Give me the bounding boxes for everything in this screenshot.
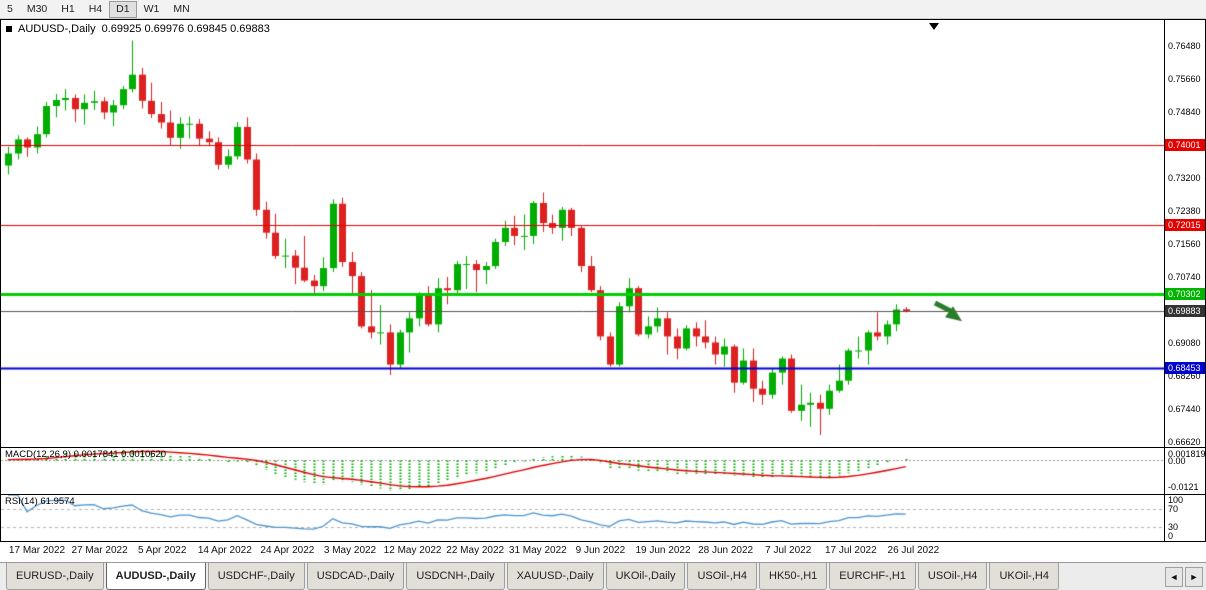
timeframe-button-m30[interactable]: M30	[20, 1, 54, 18]
chart-tab-9[interactable]: EURCHF-,H1	[829, 563, 916, 590]
price-line-label: 0.72015	[1165, 219, 1205, 231]
price-tick: 0.67440	[1168, 404, 1201, 414]
date-label: 5 Apr 2022	[138, 545, 186, 556]
macd-canvas[interactable]	[1, 448, 1164, 494]
chart-tab-0[interactable]: EURUSD-,Daily	[6, 563, 104, 590]
price-tick: 0.75660	[1168, 74, 1201, 84]
rsi-canvas[interactable]	[1, 495, 1164, 541]
chart-tabbar: EURUSD-,DailyAUDUSD-,DailyUSDCHF-,DailyU…	[0, 562, 1206, 590]
date-label: 27 Mar 2022	[72, 545, 128, 556]
chart-tab-11[interactable]: UKOil-,H4	[989, 563, 1059, 590]
date-label: 19 Jun 2022	[635, 545, 690, 556]
date-label: 24 Apr 2022	[260, 545, 314, 556]
price-tick: 0.69080	[1168, 338, 1201, 348]
date-axis[interactable]: 17 Mar 2022 27 Mar 2022 5 Apr 2022 14 Apr 2…	[0, 542, 1206, 562]
tabbar-nav: ◄►	[1162, 563, 1206, 590]
chart-title: AUDUSD-,Daily 0.69925 0.69976 0.69845 0.…	[6, 23, 270, 35]
rsi-panel: RSI(14) 61.9574 10070300	[1, 495, 1205, 541]
chart-tab-5[interactable]: XAUUSD-,Daily	[507, 563, 604, 590]
price-tick: 0.74840	[1168, 107, 1201, 117]
chart-tab-4[interactable]: USDCNH-,Daily	[406, 563, 504, 590]
mt4-window: 5M30H1H4D1W1MN AUDUSD-,Daily 0.69925 0.6…	[0, 0, 1206, 590]
timeframe-button-d1[interactable]: D1	[109, 1, 136, 18]
chart-title-ohlc: 0.69925 0.69976 0.69845 0.69883	[102, 23, 270, 35]
main-chart-panel: AUDUSD-,Daily 0.69925 0.69976 0.69845 0.…	[1, 20, 1205, 448]
price-line-label: 0.69883	[1165, 305, 1205, 317]
macd-tick: -0.0121	[1168, 482, 1199, 492]
tabs-scroll-right-icon[interactable]: ►	[1185, 567, 1203, 587]
timeframe-button-5[interactable]: 5	[0, 1, 20, 18]
chart-shift-marker-icon[interactable]	[929, 23, 939, 30]
timeframe-button-h1[interactable]: H1	[54, 1, 81, 18]
timeframe-button-w1[interactable]: W1	[137, 1, 167, 18]
main-chart-canvas[interactable]	[1, 20, 1164, 447]
date-label: 28 Jun 2022	[698, 545, 753, 556]
price-tick: 0.71560	[1168, 239, 1201, 249]
macd-title: MACD(12,26,9) 0.0017841 0.0010620	[5, 449, 166, 460]
rsi-title: RSI(14) 61.9574	[5, 496, 75, 507]
macd-tick: 0.00	[1168, 456, 1186, 466]
date-label: 14 Apr 2022	[198, 545, 252, 556]
price-tick: 0.72380	[1168, 206, 1201, 216]
chart-tab-7[interactable]: USOil-,H4	[687, 563, 757, 590]
rsi-tick: 0	[1168, 531, 1173, 541]
rsi-tick: 70	[1168, 504, 1178, 514]
timeframe-toolbar: 5M30H1H4D1W1MN	[0, 0, 1206, 19]
price-tick: 0.66620	[1168, 437, 1201, 447]
chart-tab-1[interactable]: AUDUSD-,Daily	[106, 563, 206, 590]
date-label: 17 Jul 2022	[825, 545, 877, 556]
macd-plot: MACD(12,26,9) 0.0017841 0.0010620	[1, 448, 1165, 494]
price-tick: 0.76480	[1168, 41, 1201, 51]
rsi-axis[interactable]: 10070300	[1165, 495, 1205, 541]
main-plot: AUDUSD-,Daily 0.69925 0.69976 0.69845 0.…	[1, 20, 1165, 447]
date-label: 17 Mar 2022	[9, 545, 65, 556]
price-line-label: 0.70302	[1165, 288, 1205, 300]
chart-marker-icon	[6, 26, 12, 32]
price-tick: 0.73200	[1168, 173, 1201, 183]
date-label: 31 May 2022	[509, 545, 567, 556]
macd-panel: MACD(12,26,9) 0.0017841 0.0010620 0.0018…	[1, 448, 1205, 495]
macd-axis[interactable]: 0.00181900.00-0.0121	[1165, 448, 1205, 494]
chart-tab-8[interactable]: HK50-,H1	[759, 563, 827, 590]
date-label: 3 May 2022	[324, 545, 376, 556]
date-label: 7 Jul 2022	[765, 545, 811, 556]
timeframe-button-mn[interactable]: MN	[166, 1, 196, 18]
date-label: 12 May 2022	[384, 545, 442, 556]
price-tick: 0.70740	[1168, 272, 1201, 282]
price-axis[interactable]: 0.76480 0.75660 0.74840 0.73200 0.72380 0.715…	[1165, 20, 1205, 447]
rsi-plot: RSI(14) 61.9574	[1, 495, 1165, 541]
price-line-label: 0.68453	[1165, 362, 1205, 374]
tabs-scroll-left-icon[interactable]: ◄	[1165, 567, 1183, 587]
date-label: 22 May 2022	[446, 545, 504, 556]
date-label: 26 Jul 2022	[888, 545, 940, 556]
timeframe-button-h4[interactable]: H4	[82, 1, 109, 18]
chart-title-symbol: AUDUSD-,Daily	[18, 23, 96, 35]
chart-tab-3[interactable]: USDCAD-,Daily	[307, 563, 405, 590]
chart-frame: AUDUSD-,Daily 0.69925 0.69976 0.69845 0.…	[0, 19, 1206, 542]
chart-tab-10[interactable]: USOil-,H4	[918, 563, 988, 590]
date-label: 9 Jun 2022	[576, 545, 626, 556]
price-line-label: 0.74001	[1165, 139, 1205, 151]
chart-tab-6[interactable]: UKOil-,Daily	[606, 563, 686, 590]
chart-tab-2[interactable]: USDCHF-,Daily	[208, 563, 305, 590]
